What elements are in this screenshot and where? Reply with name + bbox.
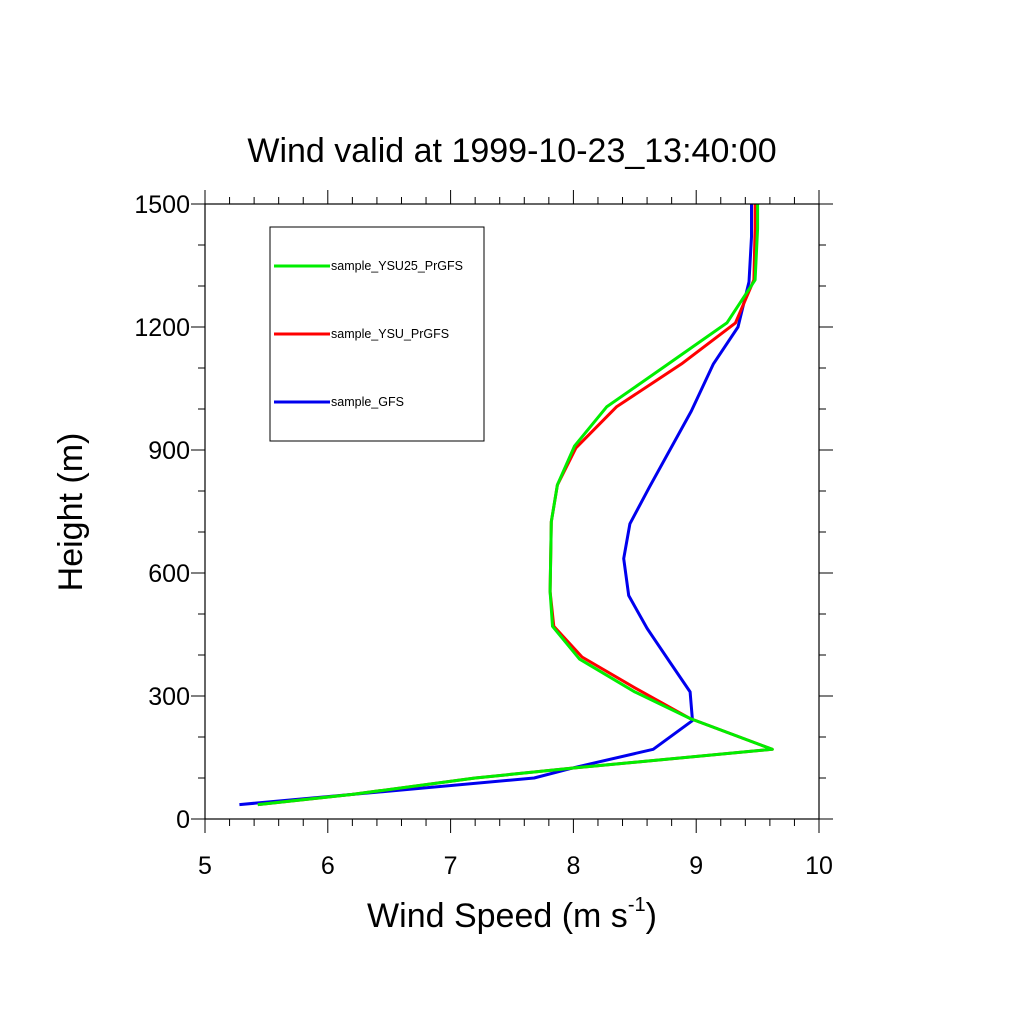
legend: sample_YSU25_PrGFS sample_YSU_PrGFS samp…: [269, 226, 485, 442]
x-tick-label: 6: [321, 852, 335, 880]
x-tick-label: 8: [566, 852, 580, 880]
legend-label-ysu25: sample_YSU25_PrGFS: [331, 259, 463, 273]
y-tick-label: 600: [148, 560, 190, 588]
legend-label-ysu: sample_YSU_PrGFS: [331, 327, 449, 341]
series-line-sample_YSU25_PrGFS: [257, 204, 774, 807]
x-axis-title-main: Wind Speed (m s: [367, 897, 628, 935]
x-tick-label: 7: [444, 852, 458, 880]
x-tick-label: 9: [689, 852, 703, 880]
y-tick-label: 1500: [134, 191, 190, 219]
y-tick-label: 1200: [134, 314, 190, 342]
x-axis-title-tail: ): [646, 897, 657, 935]
legend-box: [269, 226, 485, 442]
y-tick-label: 300: [148, 683, 190, 711]
y-tick-label: 900: [148, 437, 190, 465]
x-axis-title: Wind Speed (m s-1): [367, 894, 657, 935]
plot-frame: [204, 203, 820, 820]
tick-labels: 5 6 7 8 9 10 0 300 600 900 1200 1500: [134, 191, 833, 880]
chart-title: Wind valid at 1999-10-23_13:40:00: [247, 132, 776, 170]
y-tick-label: 0: [176, 806, 190, 834]
y-axis-title: Height (m): [52, 433, 90, 592]
legend-label-gfs: sample_GFS: [331, 395, 404, 409]
series-lines: [239, 204, 774, 807]
axis-ticks: [191, 190, 833, 833]
x-tick-label: 10: [805, 852, 833, 880]
x-tick-label: 5: [198, 852, 212, 880]
x-axis-title-superscript: -1: [628, 894, 646, 916]
